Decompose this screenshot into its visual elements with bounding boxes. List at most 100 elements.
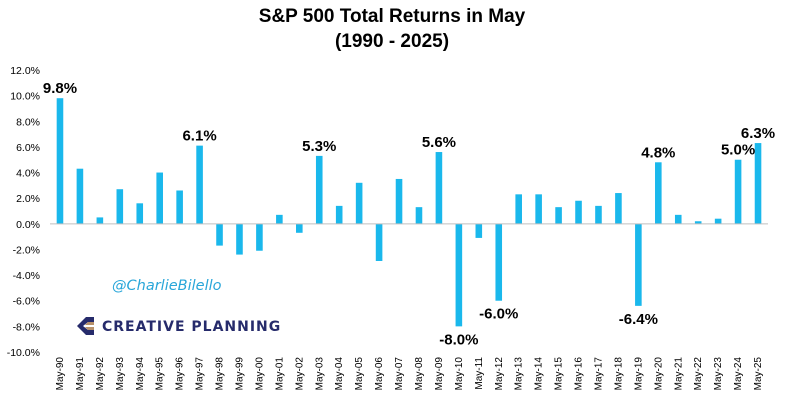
x-tick-label: May-23	[713, 357, 724, 391]
y-axis: 12.0% 10.0% 8.0% 6.0% 4.0% 2.0% 0.0% -2.0% -4.0%…	[7, 65, 40, 359]
x-tick-label: May-07	[394, 357, 405, 391]
x-tick-label: May-20	[653, 357, 664, 391]
x-tick-label: May-14	[534, 357, 545, 391]
x-tick-label: May-93	[115, 357, 126, 391]
x-tick-label: May-05	[354, 357, 365, 391]
y-tick-label: 4.0%	[16, 168, 40, 180]
data-label: -6.4%	[619, 311, 658, 328]
y-tick-label: 0.0%	[16, 219, 40, 231]
bar	[475, 223, 483, 238]
x-tick-label: May-94	[135, 357, 146, 391]
brand-logo: CREATIVE PLANNING	[77, 317, 281, 335]
x-tick-label: May-00	[254, 357, 265, 391]
y-tick-label: -10.0%	[7, 347, 40, 359]
bars-group	[56, 98, 762, 327]
x-tick-label: May-91	[75, 357, 86, 391]
data-label: 5.3%	[302, 138, 336, 155]
x-tick-label: May-95	[155, 357, 166, 391]
x-tick-label: May-01	[274, 357, 285, 391]
y-tick-label: -6.0%	[13, 296, 40, 308]
y-tick-label: 8.0%	[16, 116, 40, 128]
bar	[734, 159, 742, 224]
x-tick-label: May-99	[234, 357, 245, 391]
y-tick-label: 10.0%	[10, 91, 40, 103]
data-label: 6.3%	[741, 125, 775, 142]
chart-title: S&P 500 Total Returns in May	[259, 6, 526, 27]
x-tick-label: May-03	[314, 357, 325, 391]
x-tick-label: May-04	[334, 357, 345, 391]
bar	[56, 98, 64, 224]
bar	[435, 152, 443, 224]
data-label: -8.0%	[439, 331, 478, 348]
bar	[196, 145, 203, 224]
bar	[355, 182, 363, 224]
x-tick-label: May-02	[294, 357, 305, 391]
bar	[415, 207, 423, 224]
data-label: 6.1%	[182, 128, 216, 145]
data-label: -6.0%	[479, 306, 518, 323]
x-tick-label: May-19	[633, 357, 644, 391]
bar	[276, 214, 283, 224]
y-tick-label: -8.0%	[13, 321, 40, 333]
data-label: 9.8%	[43, 80, 77, 97]
bar	[674, 214, 682, 224]
x-tick-label: May-10	[454, 357, 465, 391]
x-tick-label: May-98	[215, 357, 226, 391]
x-tick-label: May-15	[554, 357, 565, 391]
x-tick-label: May-08	[414, 357, 425, 391]
x-tick-label: May-09	[434, 357, 445, 391]
bar	[256, 223, 263, 251]
x-tick-label: May-11	[474, 357, 485, 390]
bar	[535, 194, 542, 224]
bar	[655, 162, 662, 224]
bar	[296, 223, 303, 233]
bar	[176, 190, 183, 224]
chart-subtitle: (1990 - 2025)	[335, 31, 449, 52]
x-tick-label: May-97	[195, 357, 206, 391]
bar	[694, 221, 702, 224]
data-labels-group: 9.8% 6.1% 5.3% 5.6% -8.0%-6.0% -6.4% 4.8% 5.0%6…	[43, 80, 775, 348]
y-tick-label: -2.0%	[13, 244, 40, 256]
data-label: 4.8%	[641, 144, 675, 161]
y-tick-label: -4.0%	[13, 270, 40, 282]
bar	[555, 207, 562, 224]
data-label: 5.6%	[422, 134, 456, 151]
x-tick-label: May-22	[693, 357, 704, 391]
x-tick-label: May-25	[753, 357, 764, 391]
bar	[116, 189, 124, 224]
bar	[136, 203, 144, 224]
x-tick-label: May-92	[95, 357, 106, 391]
bar	[76, 168, 84, 224]
bar	[375, 223, 383, 261]
x-tick-label: May-06	[374, 357, 385, 391]
bar	[615, 193, 622, 224]
x-tick-label: May-21	[673, 357, 684, 391]
bar	[96, 217, 104, 224]
bar	[595, 205, 602, 224]
x-tick-label: May-13	[514, 357, 525, 391]
y-tick-label: 6.0%	[16, 142, 40, 154]
bar	[395, 178, 403, 224]
watermark-handle: @CharlieBilello	[112, 278, 222, 294]
bar	[635, 223, 642, 306]
bar	[714, 218, 722, 224]
bar	[515, 194, 522, 224]
bar	[455, 223, 463, 327]
x-tick-label: May-18	[613, 357, 624, 391]
bar	[315, 155, 323, 224]
bar	[575, 200, 582, 224]
x-tick-label: May-96	[175, 357, 186, 391]
y-tick-label: 2.0%	[16, 193, 40, 205]
bar	[216, 223, 223, 246]
x-tick-label: May-16	[574, 357, 585, 391]
y-tick-label: 12.0%	[10, 65, 40, 77]
bar	[754, 143, 762, 224]
bar	[156, 172, 163, 224]
x-tick-label: May-12	[494, 357, 505, 391]
bar	[335, 205, 343, 224]
x-axis: May-90 May-91 May-92 May-93 May-94 May-95 May-…	[55, 357, 764, 391]
watermark-brand: CREATIVE PLANNING	[102, 319, 281, 335]
bar	[495, 223, 503, 301]
creative-planning-logo-icon	[77, 317, 94, 335]
